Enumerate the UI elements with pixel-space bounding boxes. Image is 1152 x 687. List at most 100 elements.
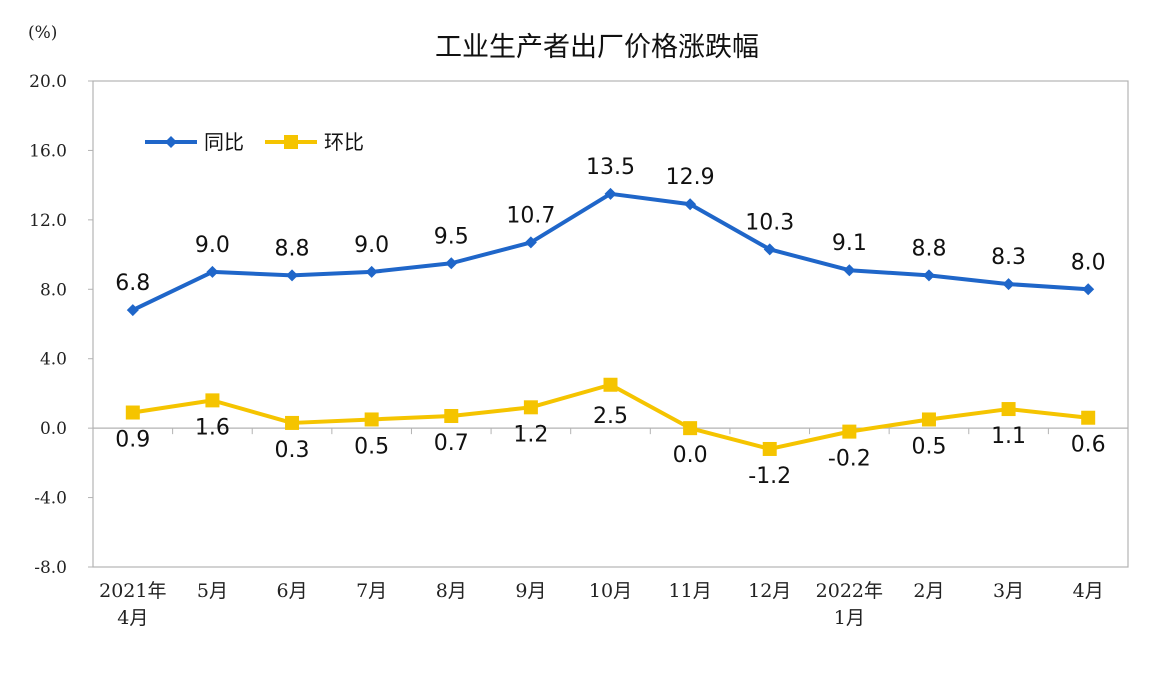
x-tick-label-line: 9月 [515,580,546,602]
data-label-mom: -0.2 [828,447,871,472]
x-tick-label-line: 3月 [993,580,1024,602]
y-tick-label: 0.0 [40,419,67,439]
y-tick-label: 16.0 [29,141,67,161]
data-point-yoy [843,264,856,277]
data-point-yoy [365,265,378,278]
data-point-mom [523,400,538,415]
data-point-yoy [206,265,219,278]
x-tick-label: 2021年 4月 [99,580,166,629]
y-unit-label: (%) [28,23,57,43]
data-label-mom: 1.1 [991,424,1026,449]
data-point-mom [1001,402,1016,417]
data-label-yoy: 8.0 [1071,250,1106,275]
x-tick-label-line: 2021年 [99,580,166,602]
y-tick-label: 20.0 [29,72,67,92]
data-label-mom: 1.6 [195,415,230,440]
x-tick-label: 4月 [1073,580,1104,602]
data-point-mom [125,405,140,420]
data-label-mom: 0.0 [673,443,708,468]
x-tick-label: 12月 [748,580,791,602]
legend-label-mom: 环比 [324,130,364,154]
data-point-mom [285,415,300,430]
x-tick-label: 2022年 1月 [816,580,883,629]
data-label-mom: 0.5 [911,434,946,459]
data-label-yoy: 8.8 [275,236,310,261]
x-axis-ticks: 2021年 4月 5月 6月 7月 8月 9月 10月 11月 12月 2022年 1月 2月 3月 4月 [99,580,1104,629]
data-point-yoy [445,257,458,270]
x-tick-label: 2月 [913,580,944,602]
data-point-mom [603,377,618,392]
x-tick-label-line: 1月 [834,607,865,629]
data-label-mom: 0.7 [434,431,469,456]
x-tick-label-line: 10月 [589,580,632,602]
data-label-yoy: 9.5 [434,224,469,249]
data-point-yoy [763,243,776,256]
data-point-yoy [126,304,139,317]
data-label-mom: 2.5 [593,404,628,429]
x-tick-label: 10月 [589,580,632,602]
data-label-mom: -1.2 [748,464,791,489]
data-label-yoy: 9.0 [195,233,230,258]
data-point-yoy [922,269,935,282]
y-tick-label: 4.0 [40,350,67,370]
x-tick-label-line: 4月 [1073,580,1104,602]
legend-marker-mom [284,135,298,149]
x-tick-label-line: 6月 [276,580,307,602]
y-tick-label: 8.0 [40,280,67,300]
data-point-yoy [286,269,299,282]
x-tick-label-line: 11月 [669,580,712,602]
x-tick-label: 8月 [436,580,467,602]
data-point-mom [364,412,379,427]
data-point-yoy [1002,278,1015,291]
y-tick-label: -8.0 [34,558,67,578]
x-tick-label: 3月 [993,580,1024,602]
y-axis-ticks: 20.0 16.0 12.0 8.0 4.0 0.0 -4.0 -8.0 [29,72,93,578]
legend-label-yoy: 同比 [204,130,244,154]
data-point-mom [842,424,857,439]
x-tick-label-line: 8月 [436,580,467,602]
data-point-yoy [524,236,537,249]
chart-title: 工业生产者出厂价格涨跌幅 [435,32,759,63]
data-label-yoy: 10.3 [745,210,794,235]
data-label-mom: 1.2 [513,422,548,447]
data-label-mom: 0.6 [1071,433,1106,458]
x-tick-label-line: 2月 [913,580,944,602]
x-tick-label: 11月 [669,580,712,602]
data-label-yoy: 13.5 [586,155,635,180]
data-point-yoy [684,198,697,211]
x-tick-label: 7月 [356,580,387,602]
plot-border [92,80,1129,568]
x-tick-label-line: 4月 [117,607,148,629]
plot-frame [92,80,1129,568]
data-label-yoy: 8.8 [911,236,946,261]
data-point-mom [683,421,698,436]
data-point-yoy [1082,283,1095,296]
data-point-mom [1081,410,1096,425]
x-tick-label: 6月 [276,580,307,602]
y-tick-label: 12.0 [29,211,67,231]
series-layer: 6.8 9.0 8.8 9.0 9.5 10.7 13.5 12.9 10.3 9.1 8.8 8.3… [115,155,1105,489]
x-tick-label-line: 12月 [748,580,791,602]
y-tick-label: -4.0 [34,489,67,509]
legend: 同比 环比 [145,130,364,154]
data-point-mom [762,441,777,456]
data-label-mom: 0.9 [115,428,150,453]
data-label-yoy: 10.7 [506,203,555,228]
data-point-yoy [604,187,617,200]
x-tick-label-line: 2022年 [816,580,883,602]
data-label-yoy: 8.3 [991,245,1026,270]
data-label-yoy: 6.8 [115,271,150,296]
data-point-mom [921,412,936,427]
data-label-yoy: 9.1 [832,231,867,256]
data-point-mom [205,393,220,408]
data-label-mom: 0.3 [275,438,310,463]
legend-marker-yoy [165,136,177,148]
x-tick-label: 9月 [515,580,546,602]
data-label-yoy: 12.9 [666,165,715,190]
data-label-mom: 0.5 [354,434,389,459]
x-tick-label: 5月 [197,580,228,602]
x-tick-label-line: 5月 [197,580,228,602]
data-point-mom [444,408,459,423]
